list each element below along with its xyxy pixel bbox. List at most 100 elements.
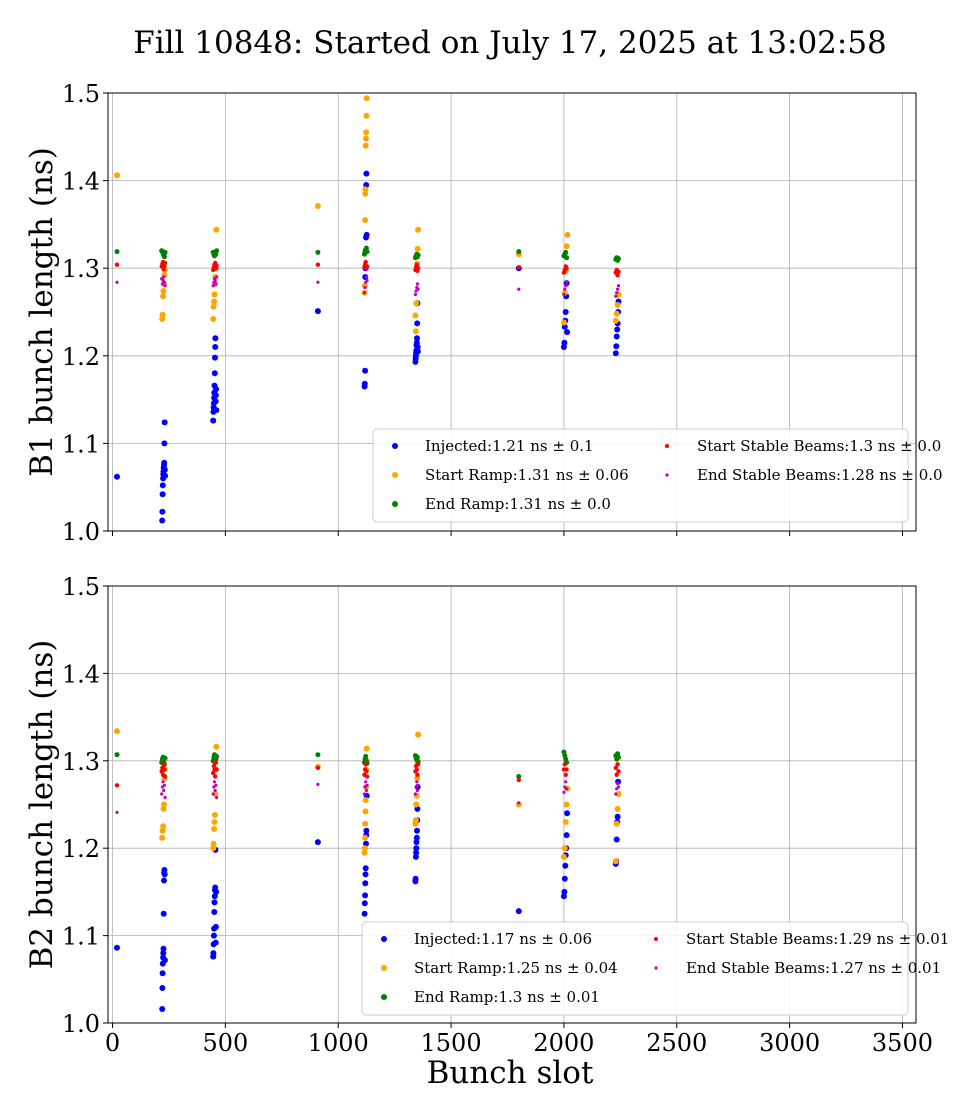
data-point (162, 260, 168, 266)
data-point (614, 792, 618, 796)
data-point (614, 302, 621, 308)
data-point (413, 801, 420, 808)
data-point (365, 783, 369, 787)
data-point (211, 899, 218, 906)
data-point (412, 328, 419, 335)
data-point (162, 774, 168, 779)
data-point (363, 112, 370, 119)
data-point (612, 350, 619, 357)
data-point (613, 343, 620, 350)
data-point (363, 762, 368, 767)
data-point (159, 1006, 166, 1012)
data-point (364, 774, 370, 779)
y-tick-label: 1.3 (62, 748, 100, 776)
legend-label: Start Ramp:1.25 ns ± 0.04 (414, 959, 618, 977)
legend-marker (381, 965, 387, 971)
data-point (363, 170, 370, 177)
series-3 (114, 760, 621, 788)
data-point (616, 754, 621, 760)
data-point (159, 491, 166, 498)
data-point (563, 832, 570, 839)
figure-title: Fill 10848: Started on July 17, 2025 at … (133, 25, 887, 61)
data-point (614, 805, 621, 812)
data-point (362, 865, 369, 872)
y-tick-label: 1.2 (62, 835, 100, 863)
data-point (362, 834, 369, 841)
data-point (564, 810, 571, 817)
series-1 (114, 95, 622, 335)
legend-item: Start Stable Beams:1.3 ns ± 0.0 (665, 437, 941, 455)
data-point (362, 880, 369, 887)
data-point (213, 226, 220, 233)
panel-b2: 0 500 1000 1500 2000 2500 3000 3500 1.0 1.1 1.2 1.3… (24, 573, 949, 1057)
data-point (161, 266, 166, 272)
data-point (115, 280, 119, 284)
data-point (363, 259, 368, 265)
data-point (561, 888, 568, 895)
data-point (213, 743, 220, 750)
data-point (314, 308, 321, 315)
data-point (612, 317, 619, 324)
data-point (564, 255, 570, 261)
x-tick-label: 3000 (759, 1029, 820, 1057)
data-point (160, 293, 167, 300)
data-point (562, 762, 567, 767)
data-point (215, 275, 219, 279)
data-point (516, 265, 521, 270)
legend-label: End Ramp:1.3 ns ± 0.01 (414, 988, 600, 1006)
data-point (563, 243, 570, 250)
legend-marker (392, 443, 398, 449)
data-point (517, 801, 521, 805)
data-point (211, 792, 215, 796)
data-point (159, 834, 166, 841)
data-point (615, 791, 622, 797)
data-point (115, 810, 119, 815)
data-point (213, 278, 217, 283)
data-point (316, 280, 320, 284)
data-point (161, 867, 168, 873)
data-point (162, 767, 167, 772)
legend-box (361, 921, 909, 1016)
legend-marker (665, 473, 669, 477)
data-point (560, 893, 567, 900)
data-point (614, 772, 619, 777)
data-point (414, 262, 419, 267)
data-point (213, 788, 217, 793)
data-point (160, 823, 167, 830)
data-point (315, 262, 321, 267)
data-point (211, 298, 218, 305)
legend-box (372, 428, 909, 523)
data-point (364, 275, 368, 279)
legend-item: End Ramp:1.31 ns ± 0.0 (392, 495, 611, 513)
x-tick-label: 1000 (308, 1029, 369, 1057)
data-point (364, 780, 368, 784)
data-point (561, 845, 568, 852)
data-point (213, 386, 220, 393)
data-point (162, 249, 168, 255)
y-tick-label: 1.4 (62, 168, 100, 196)
data-point (415, 731, 422, 738)
data-point (414, 320, 421, 327)
data-point (160, 805, 167, 812)
data-point (613, 310, 620, 317)
series-4 (115, 275, 621, 298)
x-tick-label: 0 (105, 1029, 120, 1057)
data-point (362, 190, 369, 197)
data-point (515, 908, 522, 915)
data-point (517, 287, 521, 291)
data-point (162, 783, 166, 787)
legend-label: End Stable Beams:1.27 ns ± 0.01 (686, 959, 941, 977)
x-tick-label: 500 (202, 1029, 248, 1057)
data-point (416, 287, 420, 291)
legend-item: Injected:1.17 ns ± 0.06 (381, 930, 592, 948)
data-point (564, 780, 568, 784)
data-point (211, 370, 218, 377)
y-axis-label: B2 bunch length (ns) (24, 640, 60, 970)
data-point (214, 248, 220, 254)
data-point (413, 292, 417, 297)
y-tick-label: 1.5 (62, 80, 100, 108)
y-tick-label: 1.0 (62, 1010, 100, 1038)
data-point (213, 407, 220, 414)
data-point (163, 795, 167, 800)
data-point (214, 767, 219, 772)
